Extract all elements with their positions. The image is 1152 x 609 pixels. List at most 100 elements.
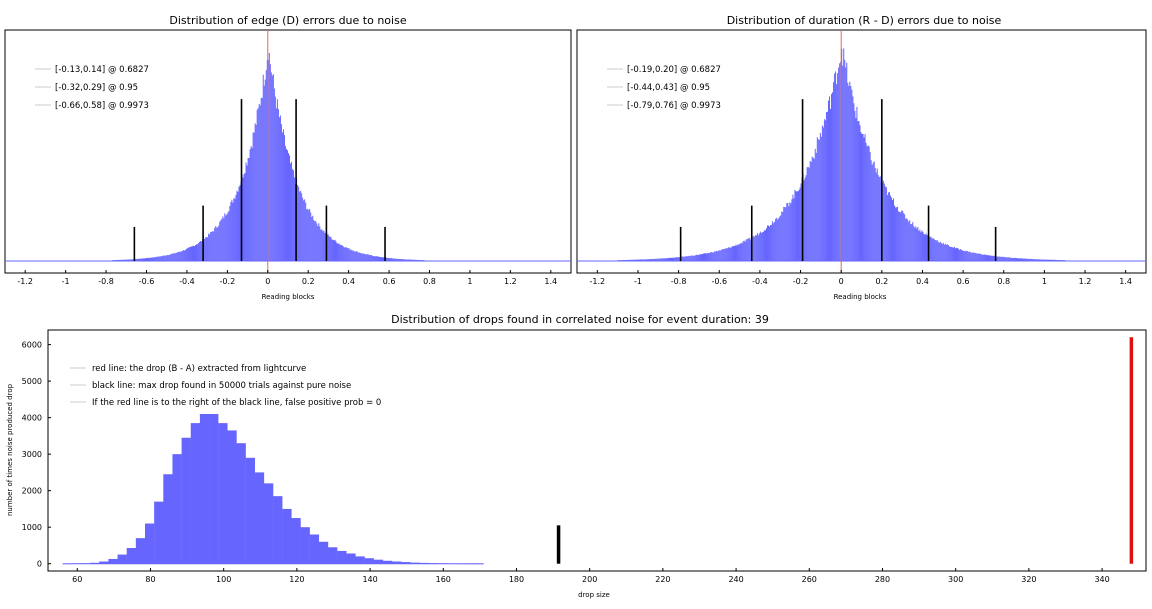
duration-histogram-bar (644, 259, 646, 261)
duration-histogram-bar (674, 257, 676, 261)
edge-histogram-bar (163, 255, 165, 261)
duration-histogram-bar (866, 146, 868, 261)
edge-histogram-bar (255, 124, 257, 261)
edge-histogram-bar (282, 129, 284, 261)
duration-histogram-bar (734, 245, 736, 261)
edge-histogram-bar (373, 256, 375, 261)
drop-chart-title: Distribution of drops found in correlate… (391, 313, 769, 326)
edge-histogram-bar (192, 245, 194, 261)
duration-histogram-bar (684, 256, 686, 261)
duration-x-tick-label: -0.6 (711, 277, 727, 286)
duration-histogram-bar (655, 258, 657, 261)
edge-histogram-bar (340, 244, 342, 261)
duration-histogram-bar (718, 250, 720, 261)
duration-histogram-bar (1017, 258, 1019, 261)
duration-histogram-bar (681, 256, 683, 261)
edge-histogram-bar (280, 124, 282, 261)
drop-histogram-bar (456, 563, 466, 565)
edge-histogram-bar (411, 259, 413, 261)
duration-histogram-bar (856, 106, 858, 261)
drop-histogram-bar (309, 534, 320, 564)
duration-histogram-bar (733, 246, 735, 261)
duration-histogram-bar (659, 258, 661, 261)
duration-histogram-bar (1062, 260, 1064, 261)
duration-x-tick-label: 0.8 (997, 277, 1010, 286)
duration-histogram-bar (865, 142, 867, 261)
duration-histogram-bar (1063, 260, 1065, 261)
edge-histogram-bar (178, 251, 180, 261)
duration-histogram-bar (844, 59, 846, 261)
edge-histogram-bar (358, 252, 360, 261)
edge-histogram-bar (248, 158, 250, 261)
drop-histogram-bar (62, 563, 72, 565)
duration-histogram-bar (682, 256, 684, 261)
drop-histogram-bar (291, 518, 301, 564)
duration-histogram-bar (634, 259, 636, 261)
duration-histogram-bar (887, 192, 889, 261)
duration-histogram-bar (988, 255, 990, 261)
duration-histogram-bar (793, 198, 795, 261)
duration-histogram-bar (701, 254, 703, 261)
duration-histogram-bar (981, 254, 983, 261)
edge-histogram-bar (305, 202, 307, 261)
duration-histogram-bar (1022, 258, 1024, 261)
duration-x-tick-label: 1.2 (1079, 277, 1092, 286)
duration-histogram-bar (772, 221, 774, 261)
edge-histogram-bar (196, 244, 198, 261)
duration-histogram-bar (940, 242, 942, 261)
duration-histogram-bar (1031, 258, 1033, 261)
drop-histogram-bar (327, 547, 338, 564)
duration-histogram-bar (1027, 258, 1029, 261)
edge-histogram-bar (225, 215, 227, 261)
duration-histogram-bar (867, 145, 869, 261)
duration-histogram-bar (813, 158, 815, 261)
duration-histogram-bar (812, 157, 814, 261)
duration-x-tick-label: -0.8 (671, 277, 687, 286)
duration-histogram-bar (654, 258, 656, 261)
edge-histogram-bar (171, 253, 173, 261)
edge-histogram-bar (412, 259, 414, 261)
duration-histogram-bar (752, 235, 754, 261)
edge-x-tick-label: 0.4 (342, 277, 355, 286)
duration-histogram-bar (1029, 258, 1031, 261)
duration-histogram-bar (780, 215, 782, 261)
duration-histogram-bar (717, 251, 719, 261)
duration-histogram-bar (1043, 259, 1045, 261)
duration-histogram-bar (891, 200, 893, 261)
duration-histogram-bar (843, 48, 845, 262)
duration-histogram-bar (789, 202, 791, 261)
duration-histogram-bar (937, 241, 939, 261)
duration-histogram-bar (918, 230, 920, 261)
edge-histogram-bar (370, 255, 372, 261)
edge-histogram-bar (368, 255, 370, 261)
duration-histogram-bar (1055, 259, 1057, 261)
edge-histogram-bar (135, 258, 137, 261)
duration-x-tick-label: -0.4 (752, 277, 768, 286)
edge-histogram-bar (331, 239, 333, 261)
duration-histogram-bar (749, 239, 751, 261)
duration-histogram-bar (820, 136, 822, 261)
duration-histogram-bar (897, 206, 899, 261)
duration-histogram-bar (998, 256, 1000, 261)
duration-histogram-bar (763, 230, 765, 261)
duration-histogram-bar (754, 235, 756, 261)
duration-histogram-bar (1060, 260, 1062, 261)
drop-histogram-bar (80, 563, 91, 564)
duration-histogram-bar (628, 259, 630, 261)
duration-histogram-bar (1025, 258, 1027, 261)
duration-histogram-bar (874, 167, 876, 261)
drop-histogram-bar (419, 562, 429, 564)
duration-x-axis-label: Reading blocks (834, 293, 887, 301)
edge-histogram-bar (265, 70, 267, 262)
edge-histogram-bar (228, 211, 230, 261)
edge-x-tick-label: 0.6 (383, 277, 396, 286)
drop-x-tick-label: 240 (728, 575, 743, 584)
duration-histogram-bar (877, 175, 879, 261)
drop-histogram-bar (154, 501, 164, 564)
duration-histogram-bar (886, 195, 888, 261)
duration-histogram-bar (700, 254, 702, 261)
duration-histogram-bar (631, 259, 633, 261)
duration-histogram-bars (577, 48, 1146, 262)
duration-histogram-bar (792, 194, 794, 261)
duration-histogram-bar (878, 177, 880, 261)
